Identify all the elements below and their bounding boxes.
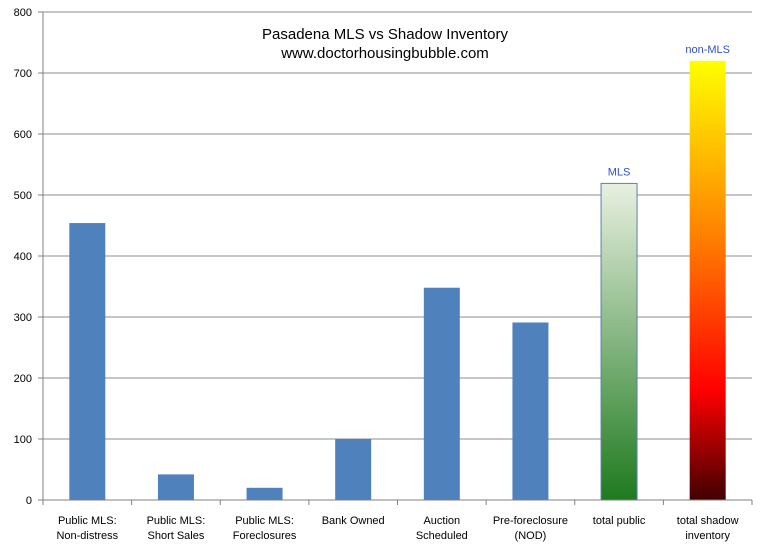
bar-6 — [600, 182, 638, 501]
annotation-label: MLS — [608, 166, 631, 178]
y-tick-label: 200 — [14, 373, 32, 385]
y-tick-label: 100 — [14, 434, 32, 446]
annotation-label: non-MLS — [685, 44, 730, 56]
y-tick-label: 500 — [14, 190, 32, 202]
chart-subtitle: www.doctorhousingbubble.com — [280, 45, 489, 62]
chart-title: Pasadena MLS vs Shadow Inventory — [262, 26, 508, 43]
y-tick-label: 800 — [14, 7, 32, 19]
annotations: MLS non-MLS — [608, 44, 730, 179]
bar-2 — [246, 487, 283, 500]
y-axis-ticks: 0 100 200 300 400 500 600 700 800 — [14, 7, 44, 507]
x-category-label: Scheduled — [416, 530, 468, 542]
y-tick-label: 0 — [26, 495, 32, 507]
x-category-label: total shadow — [677, 515, 739, 527]
bar-0 — [69, 223, 106, 500]
x-category-label: total public — [593, 515, 646, 527]
bar-5 — [512, 322, 549, 500]
x-category-label: Non-distress — [56, 530, 118, 542]
y-tick-label: 300 — [14, 312, 32, 324]
x-category-label: (NOD) — [515, 530, 547, 542]
bar-1 — [157, 474, 194, 500]
x-category-label: Public MLS: — [58, 515, 117, 527]
gridlines — [43, 11, 752, 440]
x-category-label: Public MLS: — [235, 515, 294, 527]
y-tick-label: 400 — [14, 251, 32, 263]
bar-7 — [689, 60, 726, 501]
bar-3 — [335, 439, 372, 500]
x-category-label: Pre-foreclosure — [493, 515, 568, 527]
x-category-label: Foreclosures — [233, 530, 297, 542]
x-axis — [42, 499, 753, 505]
x-category-label: Public MLS: — [147, 515, 206, 527]
y-tick-label: 600 — [14, 129, 32, 141]
x-category-label: inventory — [685, 530, 730, 542]
bar-4 — [423, 287, 460, 500]
y-tick-label: 700 — [14, 68, 32, 80]
x-axis-categories: Public MLS: Non-distress Public MLS: Short … — [56, 515, 738, 542]
x-category-label: Bank Owned — [322, 515, 385, 527]
x-category-label: Auction — [423, 515, 460, 527]
bars — [69, 60, 726, 501]
x-category-label: Short Sales — [148, 530, 205, 542]
